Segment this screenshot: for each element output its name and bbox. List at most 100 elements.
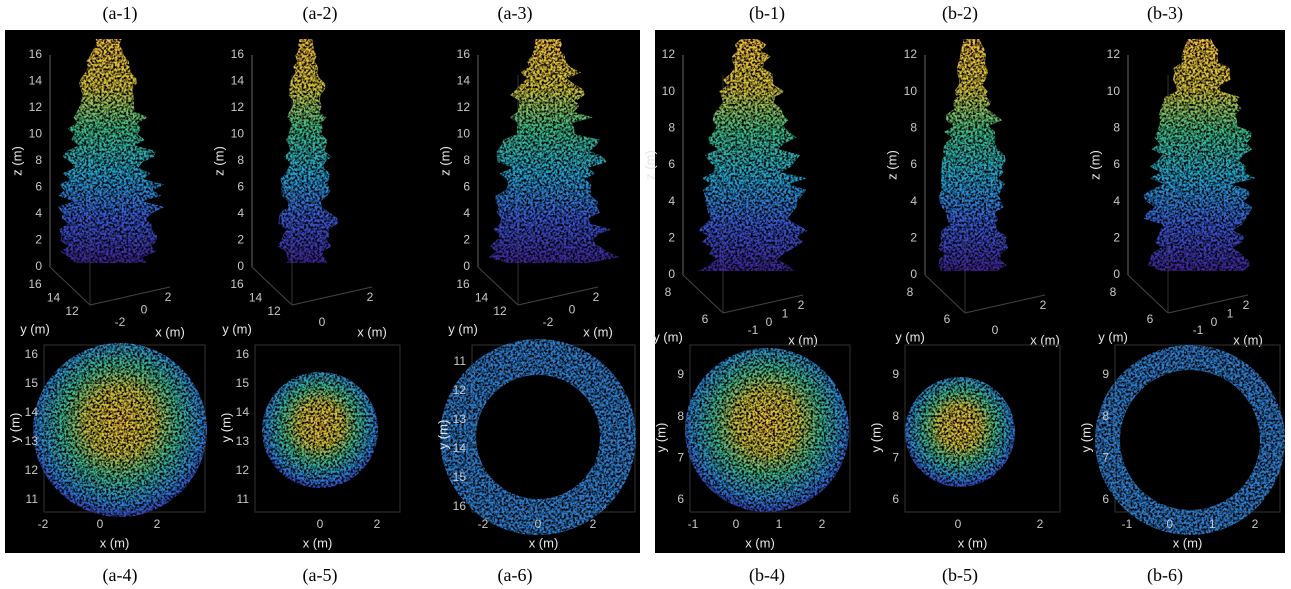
z-tick-label: 2 bbox=[237, 233, 244, 247]
y-tick-label: 16 bbox=[453, 499, 467, 513]
x-tick-label: 0 bbox=[535, 517, 542, 531]
z-tick-label: 6 bbox=[910, 157, 917, 171]
y-tick-label: 12 bbox=[236, 463, 250, 477]
z-tick-label: 6 bbox=[237, 180, 244, 194]
y-tick-label: 16 bbox=[28, 277, 42, 291]
y-tick-label: 6 bbox=[944, 312, 951, 326]
x-axis-label: x (m) bbox=[357, 324, 387, 339]
x-axis-label: x (m) bbox=[583, 324, 613, 339]
z-tick-label: 12 bbox=[29, 100, 43, 114]
z-tick-label: 10 bbox=[29, 127, 43, 141]
x-tick-label: 0 bbox=[141, 303, 148, 317]
z-tick-label: 4 bbox=[463, 206, 470, 220]
z-tick-label: 14 bbox=[457, 74, 471, 88]
x-tick-label: 1 bbox=[782, 307, 789, 321]
z-tick-label: 10 bbox=[231, 127, 245, 141]
z-tick-label: 2 bbox=[463, 233, 470, 247]
top-caption: (b-2) bbox=[942, 3, 978, 24]
point-cloud bbox=[33, 343, 207, 517]
x-tick-label: -2 bbox=[543, 315, 554, 329]
figure: (a-1)(a-4)0246810121416z (m)161412y (m)-… bbox=[0, 0, 1291, 589]
z-tick-label: 10 bbox=[457, 127, 471, 141]
z-tick-label: 4 bbox=[668, 194, 675, 208]
x-tick-label: 1 bbox=[776, 517, 783, 531]
bottom-caption: (a-4) bbox=[103, 565, 138, 586]
z-tick-label: 14 bbox=[231, 74, 245, 88]
y-tick-label: 13 bbox=[453, 412, 467, 426]
x-tick-label: 2 bbox=[1243, 298, 1250, 312]
x-tick-label: -1 bbox=[688, 517, 699, 531]
z-tick-label: 2 bbox=[910, 231, 917, 245]
z-tick-label: 6 bbox=[668, 157, 675, 171]
y-tick-label: 16 bbox=[236, 347, 250, 361]
y-tick-label: 14 bbox=[25, 405, 39, 419]
x-axis-label: x (m) bbox=[745, 535, 775, 550]
top-caption: (a-3) bbox=[498, 3, 533, 24]
x-tick-label: 1 bbox=[1209, 517, 1216, 531]
x-tick-label: -2 bbox=[38, 517, 49, 531]
x-axis-label: x (m) bbox=[155, 324, 185, 339]
y-tick-label: 11 bbox=[237, 492, 250, 506]
x-tick-label: 2 bbox=[593, 290, 600, 304]
point-cloud bbox=[262, 372, 378, 488]
y-tick-label: 15 bbox=[25, 376, 39, 390]
point-cloud bbox=[685, 348, 849, 512]
y-axis-label: y (m) bbox=[1098, 329, 1128, 344]
z-tick-label: 10 bbox=[662, 84, 676, 98]
z-axis-label: z (m) bbox=[437, 146, 452, 176]
z-tick-label: 8 bbox=[1113, 121, 1120, 135]
x-tick-label: 2 bbox=[819, 517, 826, 531]
x-tick-label: 0 bbox=[569, 303, 576, 317]
y-axis-label: y (m) bbox=[653, 423, 668, 453]
y-tick-label: 16 bbox=[230, 277, 244, 291]
x-tick-label: 0 bbox=[766, 315, 773, 329]
y-tick-label: 12 bbox=[65, 304, 79, 318]
x-tick-label: 0 bbox=[992, 323, 999, 337]
y-tick-label: 8 bbox=[1110, 285, 1117, 299]
y-tick-label: 14 bbox=[475, 291, 489, 305]
y-tick-label: 14 bbox=[236, 405, 250, 419]
x-axis-label: x (m) bbox=[529, 535, 559, 550]
body: (a-1)(a-4)0246810121416z (m)161412y (m)-… bbox=[0, 0, 1291, 589]
y-axis-label: y (m) bbox=[653, 329, 683, 344]
z-tick-label: 2 bbox=[1113, 231, 1120, 245]
x-tick-label: 2 bbox=[1040, 298, 1047, 312]
x-tick-label: 2 bbox=[374, 517, 381, 531]
z-tick-label: 14 bbox=[29, 74, 43, 88]
x-axis-label: x (m) bbox=[958, 535, 988, 550]
y-tick-label: 15 bbox=[453, 470, 467, 484]
bottom-caption: (a-5) bbox=[303, 565, 338, 586]
x-axis-label: x (m) bbox=[1173, 535, 1203, 550]
z-tick-label: 0 bbox=[910, 267, 917, 281]
x-tick-label: -1 bbox=[748, 323, 759, 337]
y-tick-label: 6 bbox=[677, 492, 684, 506]
y-tick-label: 12 bbox=[453, 383, 467, 397]
z-tick-label: 16 bbox=[231, 47, 245, 61]
y-tick-label: 9 bbox=[677, 367, 684, 381]
x-tick-label: 2 bbox=[165, 290, 172, 304]
top-caption: (a-2) bbox=[303, 3, 338, 24]
z-tick-label: 8 bbox=[35, 153, 42, 167]
x-tick-label: -2 bbox=[478, 517, 489, 531]
y-tick-label: 14 bbox=[453, 441, 467, 455]
y-tick-label: 9 bbox=[892, 367, 899, 381]
z-tick-label: 12 bbox=[904, 47, 918, 61]
y-tick-label: 9 bbox=[1102, 367, 1109, 381]
x-tick-label: 2 bbox=[154, 517, 161, 531]
y-tick-label: 14 bbox=[249, 291, 263, 305]
y-axis-label: y (m) bbox=[218, 413, 233, 443]
y-tick-label: 7 bbox=[677, 451, 684, 465]
z-tick-label: 8 bbox=[668, 121, 675, 135]
x-tick-label: 0 bbox=[319, 315, 326, 329]
y-tick-label: 7 bbox=[892, 451, 899, 465]
x-tick-label: 2 bbox=[798, 298, 805, 312]
x-axis-label: x (m) bbox=[303, 535, 333, 550]
y-tick-label: 6 bbox=[1102, 492, 1109, 506]
z-tick-label: 0 bbox=[463, 259, 470, 273]
x-tick-label: 0 bbox=[1211, 315, 1218, 329]
y-axis-label: y (m) bbox=[20, 321, 50, 336]
z-tick-label: 10 bbox=[1107, 84, 1121, 98]
z-tick-label: 16 bbox=[457, 47, 471, 61]
y-axis-label: y (m) bbox=[448, 321, 478, 336]
z-tick-label: 4 bbox=[35, 206, 42, 220]
